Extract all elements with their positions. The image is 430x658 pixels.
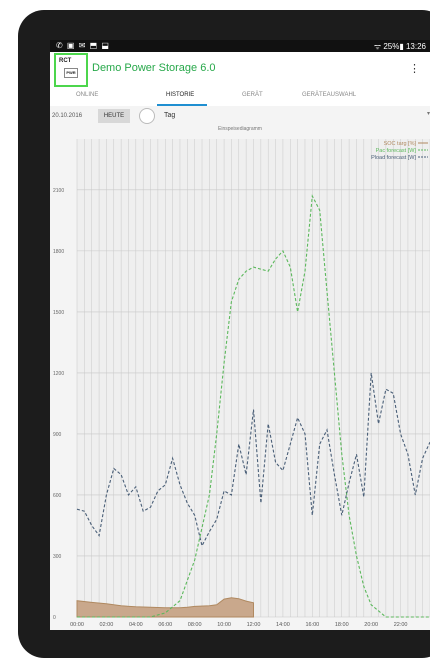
legend-label: Pload forecast [W] bbox=[371, 155, 416, 161]
x-tick-label: 06:00 bbox=[158, 622, 172, 628]
x-tick-label: 16:00 bbox=[305, 622, 319, 628]
tab-historie[interactable]: HISTORIE bbox=[166, 92, 194, 98]
y-tick-label: 0 bbox=[53, 615, 56, 621]
date-toolbar: 20.10.2016 HEUTE Tag ▾ bbox=[50, 106, 430, 126]
app-bar: RCT PWR Demo Power Storage 6.0 ⋮ bbox=[50, 52, 430, 88]
tablet-screen: ✆ ▣ ✉ ⬒ ⬓ ᯤ 25%▮ 13:26 RCT PWR Demo Powe… bbox=[50, 40, 430, 630]
legend-label: Pac forecast [W] bbox=[376, 148, 417, 154]
feed-in-chart: 0 300 600 900 1200 1500 1800 2100 00:00 02:00 04:0… bbox=[50, 131, 430, 630]
x-tick-label: 04:00 bbox=[129, 622, 143, 628]
app-title: Demo Power Storage 6.0 bbox=[92, 62, 216, 74]
x-tick-label: 08:00 bbox=[188, 622, 202, 628]
y-tick-label: 600 bbox=[53, 493, 62, 499]
logo-sub: PWR bbox=[64, 68, 78, 78]
y-tick-label: 300 bbox=[53, 554, 62, 560]
period-toggle[interactable] bbox=[139, 108, 155, 124]
tab-geraeteauswahl[interactable]: GERÄTEAUSWAHL bbox=[302, 92, 356, 98]
y-tick-label: 1500 bbox=[53, 310, 64, 316]
x-tick-label: 18:00 bbox=[335, 622, 349, 628]
date-label: 20.10.2016 bbox=[52, 113, 82, 119]
status-bar: ✆ ▣ ✉ ⬒ ⬓ ᯤ 25%▮ 13:26 bbox=[50, 40, 430, 52]
overflow-menu-icon[interactable]: ⋮ bbox=[409, 62, 420, 75]
today-button[interactable]: HEUTE bbox=[98, 109, 130, 123]
x-tick-label: 02:00 bbox=[100, 622, 114, 628]
x-tick-label: 00:00 bbox=[70, 622, 84, 628]
y-tick-label: 1800 bbox=[53, 249, 64, 255]
y-tick-label: 900 bbox=[53, 432, 62, 438]
notification-icons: ✆ ▣ ✉ ⬒ ⬓ bbox=[56, 41, 110, 50]
tab-bar: ONLINE HISTORIE GERÄT GERÄTEAUSWAHL bbox=[50, 88, 430, 106]
tab-geraet[interactable]: GERÄT bbox=[242, 92, 263, 98]
x-tick-label: 12:00 bbox=[247, 622, 261, 628]
x-tick-label: 10:00 bbox=[217, 622, 231, 628]
tab-online[interactable]: ONLINE bbox=[76, 92, 98, 98]
x-tick-label: 22:00 bbox=[394, 622, 408, 628]
x-tick-label: 14:00 bbox=[276, 622, 290, 628]
logo-text: RCT bbox=[59, 58, 71, 64]
battery-time: ᯤ 25%▮ 13:26 bbox=[374, 41, 426, 52]
legend-label: SOC targ [%] bbox=[384, 141, 417, 147]
y-tick-label: 2100 bbox=[53, 188, 64, 194]
app-logo: RCT PWR bbox=[54, 53, 88, 87]
y-tick-label: 1200 bbox=[53, 371, 64, 377]
period-label: Tag bbox=[164, 112, 175, 119]
x-tick-label: 20:00 bbox=[364, 622, 378, 628]
